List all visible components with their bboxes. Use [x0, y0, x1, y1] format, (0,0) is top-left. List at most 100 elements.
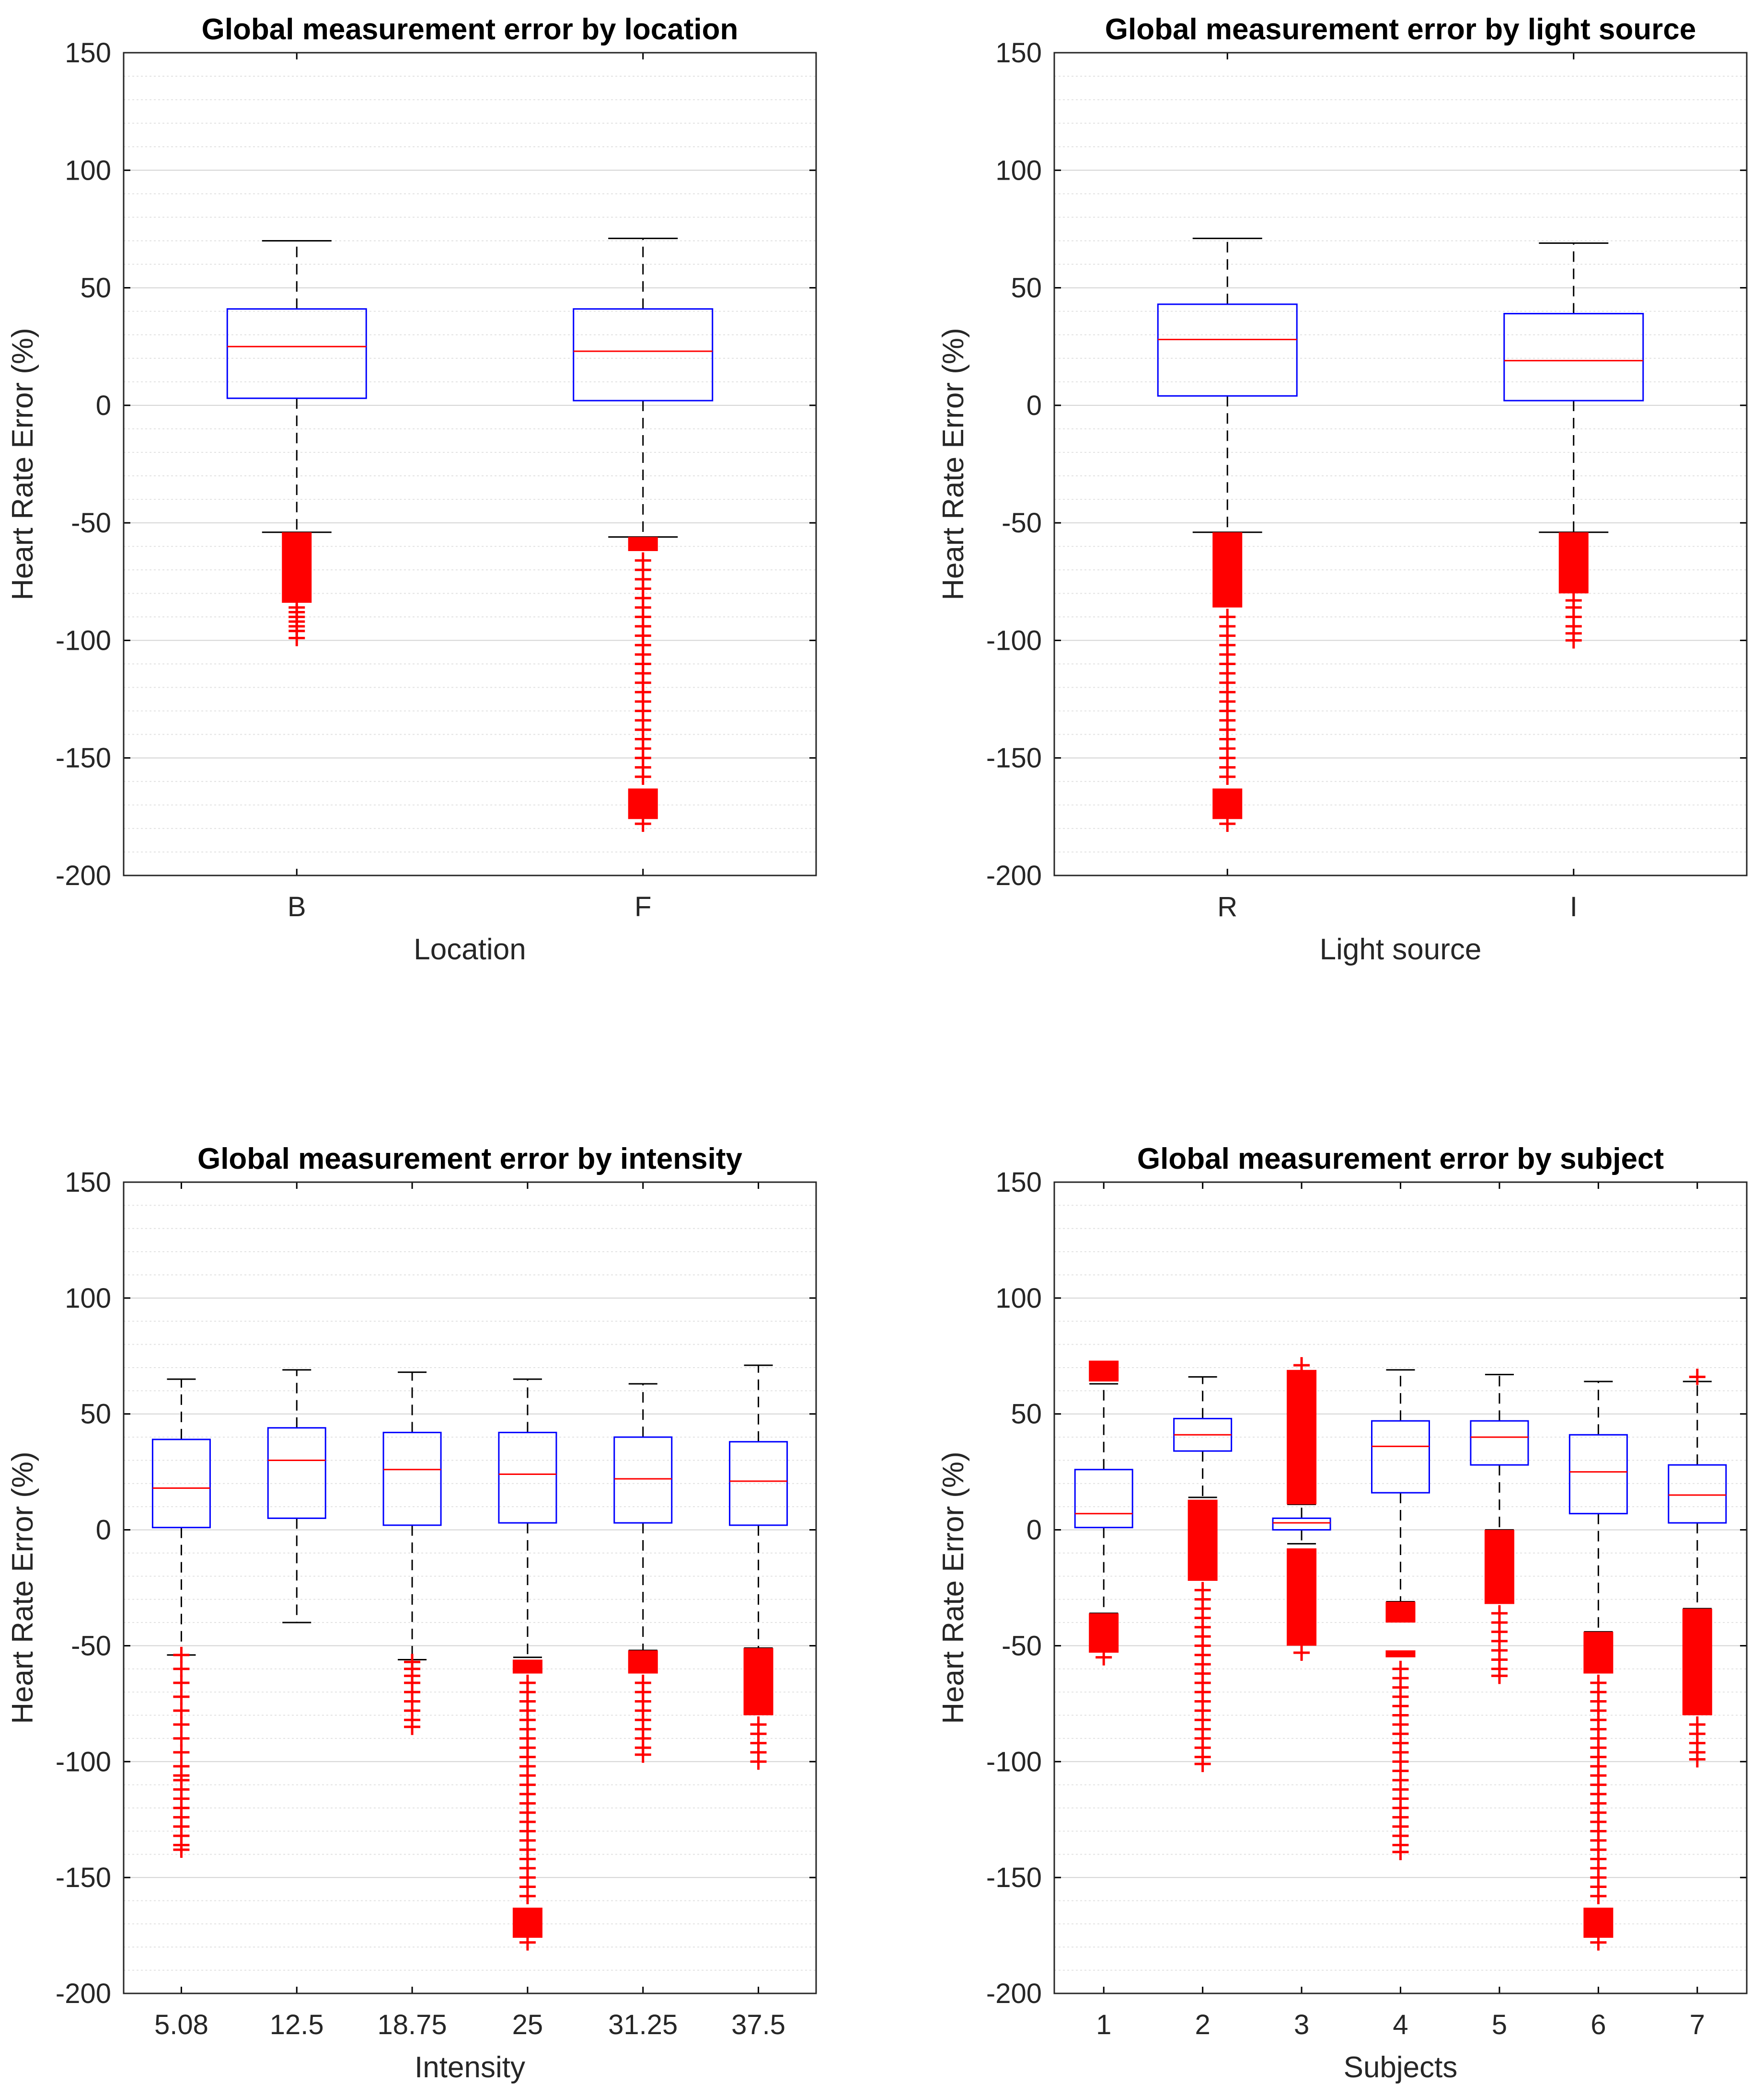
y-tick-label: -50	[71, 1630, 111, 1661]
x-tick-label: 5.08	[154, 2009, 208, 2040]
interquartile-box	[267, 1427, 326, 1519]
outlier-cluster	[1682, 1609, 1712, 1715]
y-tick-label: -100	[56, 625, 111, 656]
interquartile-box	[382, 1431, 442, 1526]
y-tick-label: -200	[986, 860, 1042, 891]
y-tick-label: 150	[995, 1167, 1042, 1198]
interquartile-box	[729, 1441, 788, 1526]
outlier-cluster	[1287, 1370, 1317, 1505]
y-tick-label: 100	[995, 1283, 1042, 1314]
y-tick-label: -200	[56, 860, 111, 891]
outlier-cluster	[1188, 1499, 1218, 1581]
y-tick-label: -200	[986, 1978, 1042, 2009]
box-4	[1371, 1369, 1430, 1860]
y-tick-label: 100	[65, 155, 111, 186]
x-tick-label: 1	[1096, 2009, 1111, 2040]
outlier-cluster	[1089, 1613, 1119, 1653]
interquartile-box	[573, 308, 714, 402]
outlier-cluster	[1583, 1632, 1614, 1674]
y-tick-label: 100	[995, 155, 1042, 186]
y-tick-label: 50	[80, 1399, 111, 1430]
x-axis-label: Subjects	[1344, 2051, 1458, 2084]
outlier-cluster	[1385, 1601, 1416, 1623]
y-tick-label: 0	[1026, 1515, 1042, 1546]
y-axis-label: Heart Rate Error (%)	[6, 1451, 39, 1724]
interquartile-box	[613, 1436, 673, 1524]
y-tick-label: 150	[995, 37, 1042, 69]
x-tick-label: 37.5	[731, 2009, 785, 2040]
y-tick-label: 50	[1011, 1399, 1042, 1430]
box-6	[1568, 1381, 1628, 1951]
y-tick-label: 100	[65, 1283, 111, 1314]
box-37.5	[729, 1364, 788, 1770]
interquartile-box	[1272, 1517, 1331, 1531]
interquartile-box	[1503, 313, 1644, 402]
chart-title: Global measurement error by subject	[1137, 1142, 1664, 1175]
interquartile-box	[151, 1439, 211, 1529]
box-18.75	[382, 1371, 442, 1735]
box-I	[1503, 242, 1644, 649]
x-tick-label: 31.25	[608, 2009, 678, 2040]
box-2	[1173, 1376, 1233, 1773]
y-tick-label: 50	[1011, 273, 1042, 304]
outlier-cluster	[1558, 532, 1589, 594]
y-tick-label: -100	[986, 625, 1042, 656]
x-tick-label: 25	[512, 2009, 543, 2040]
y-tick-label: 150	[65, 37, 111, 69]
interquartile-box	[1074, 1469, 1133, 1529]
y-axis-label: Heart Rate Error (%)	[6, 328, 39, 600]
y-tick-label: -100	[56, 1746, 111, 1777]
y-tick-label: -100	[986, 1746, 1042, 1777]
box-R	[1157, 238, 1298, 832]
y-tick-label: -150	[56, 1862, 111, 1893]
chart-panel-subject: Global measurement error by subject15010…	[937, 1142, 1748, 2084]
y-tick-label: -50	[71, 507, 111, 539]
chart-title: Global measurement error by location	[202, 13, 738, 46]
x-tick-label: 6	[1591, 2009, 1606, 2040]
chart-title: Global measurement error by intensity	[197, 1142, 743, 1175]
outlier-cluster	[1212, 532, 1243, 608]
x-tick-label: I	[1570, 891, 1578, 922]
outlier-cluster	[1385, 1650, 1416, 1658]
y-axis-label: Heart Rate Error (%)	[937, 328, 970, 600]
box-B	[226, 240, 367, 646]
y-tick-label: 0	[96, 1515, 111, 1546]
interquartile-box	[1371, 1420, 1430, 1494]
outlier-cluster	[1212, 788, 1243, 819]
y-tick-label: 0	[1026, 390, 1042, 421]
x-tick-label: 12.5	[270, 2009, 324, 2040]
y-tick-label: -150	[986, 743, 1042, 774]
y-tick-label: -150	[986, 1862, 1042, 1893]
x-tick-label: B	[288, 891, 306, 922]
x-tick-label: 5	[1492, 2009, 1507, 2040]
y-tick-label: -150	[56, 743, 111, 774]
y-tick-label: -200	[56, 1978, 111, 2009]
y-tick-label: 150	[65, 1167, 111, 1198]
x-tick-label: F	[634, 891, 651, 922]
chart-panel-location: Global measurement error by location 150 1…	[6, 13, 817, 966]
y-tick-label: 0	[96, 390, 111, 421]
plot-area-frame	[123, 52, 817, 876]
x-tick-label: 7	[1690, 2009, 1705, 2040]
outlier-cluster	[512, 1659, 542, 1674]
y-tick-label: -50	[1002, 1630, 1042, 1661]
chart-panel-intensity: Global measurement error by intensity 150…	[6, 1142, 817, 2084]
plot-area-frame	[1053, 52, 1748, 876]
outlier-cluster	[1583, 1908, 1614, 1938]
outlier-cluster	[628, 537, 658, 552]
outlier-cluster	[282, 532, 312, 603]
interquartile-box	[1157, 303, 1298, 397]
y-axis-label: Heart Rate Error (%)	[937, 1451, 970, 1724]
x-tick-label: 4	[1393, 2009, 1408, 2040]
outlier-cluster	[628, 788, 658, 819]
plot-area-frame	[123, 1181, 817, 1994]
outlier-cluster	[1484, 1530, 1514, 1604]
y-tick-label: 50	[80, 273, 111, 304]
outlier-cluster	[628, 1650, 658, 1674]
box-31.25	[613, 1383, 673, 1763]
interquartile-box	[1568, 1434, 1628, 1515]
x-tick-label: 18.75	[378, 2009, 447, 2040]
x-axis-label: Light source	[1320, 933, 1482, 966]
box-7	[1668, 1369, 1727, 1768]
